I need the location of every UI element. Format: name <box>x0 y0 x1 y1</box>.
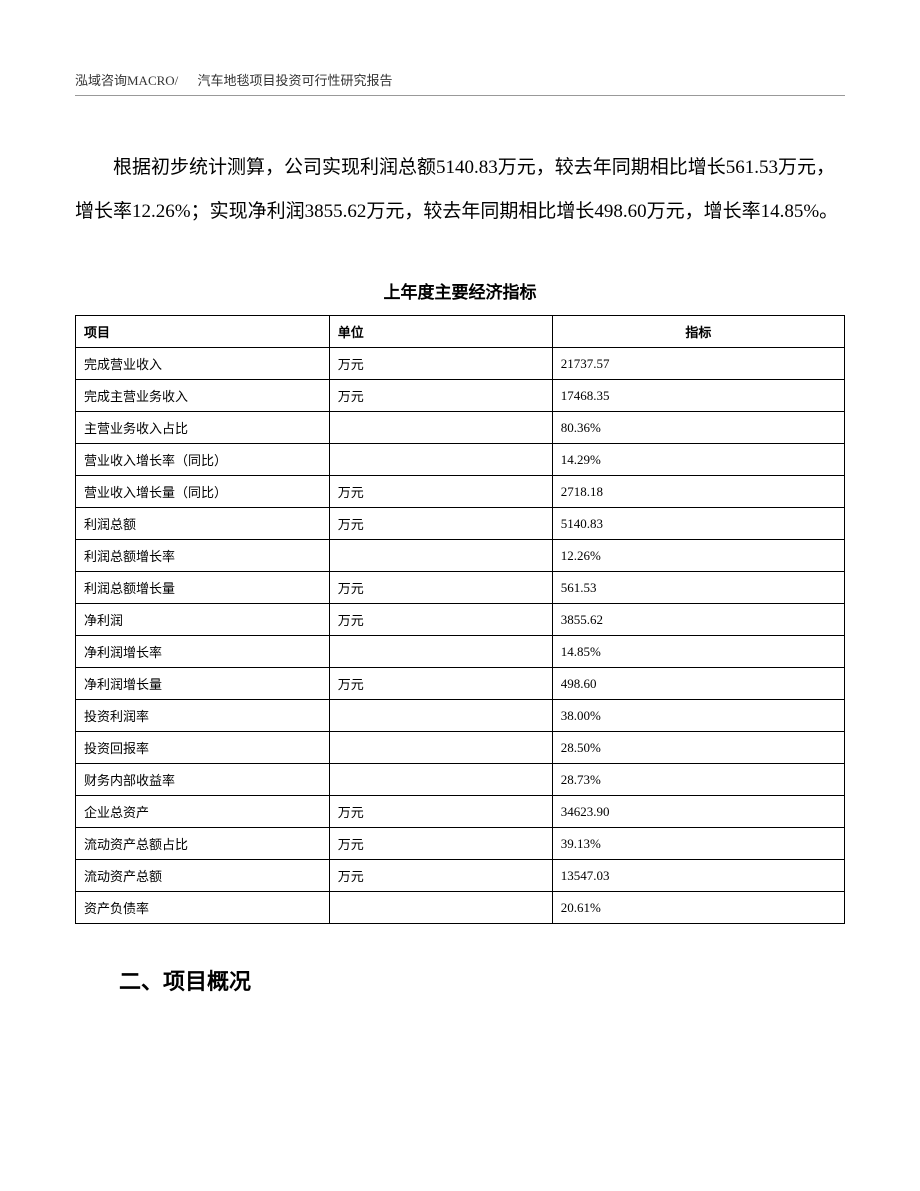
table-cell: 利润总额增长量 <box>76 572 330 604</box>
table-cell <box>329 636 552 668</box>
table-header-cell: 项目 <box>76 316 330 348</box>
table-cell: 主营业务收入占比 <box>76 412 330 444</box>
table-cell: 利润总额 <box>76 508 330 540</box>
header-title: 汽车地毯项目投资可行性研究报告 <box>198 73 393 88</box>
table-cell: 34623.90 <box>552 796 844 828</box>
table-row: 投资回报率 28.50% <box>76 732 845 764</box>
table-cell <box>329 764 552 796</box>
table-header-cell: 指标 <box>552 316 844 348</box>
table-cell: 万元 <box>329 380 552 412</box>
table-cell: 2718.18 <box>552 476 844 508</box>
table-cell: 完成主营业务收入 <box>76 380 330 412</box>
table-cell: 12.26% <box>552 540 844 572</box>
table-cell: 企业总资产 <box>76 796 330 828</box>
table-row: 完成主营业务收入万元17468.35 <box>76 380 845 412</box>
table-cell: 净利润 <box>76 604 330 636</box>
table-cell: 净利润增长率 <box>76 636 330 668</box>
table-row: 营业收入增长率（同比） 14.29% <box>76 444 845 476</box>
table-row: 完成营业收入万元21737.57 <box>76 348 845 380</box>
table-cell: 39.13% <box>552 828 844 860</box>
table-cell: 5140.83 <box>552 508 844 540</box>
economic-indicators-table: 项目 单位 指标 完成营业收入万元21737.57完成主营业务收入万元17468… <box>75 315 845 924</box>
table-cell: 万元 <box>329 604 552 636</box>
table-cell: 万元 <box>329 668 552 700</box>
table-cell: 28.73% <box>552 764 844 796</box>
table-cell: 财务内部收益率 <box>76 764 330 796</box>
table-cell: 万元 <box>329 476 552 508</box>
table-row: 净利润万元3855.62 <box>76 604 845 636</box>
table-cell: 17468.35 <box>552 380 844 412</box>
table-cell: 营业收入增长率（同比） <box>76 444 330 476</box>
table-row: 资产负债率 20.61% <box>76 892 845 924</box>
table-row: 净利润增长量万元498.60 <box>76 668 845 700</box>
table-cell: 完成营业收入 <box>76 348 330 380</box>
table-row: 企业总资产万元34623.90 <box>76 796 845 828</box>
table-cell: 3855.62 <box>552 604 844 636</box>
header-company: 泓域咨询MACRO/ <box>75 73 178 88</box>
table-cell: 投资回报率 <box>76 732 330 764</box>
table-cell <box>329 892 552 924</box>
table-cell: 万元 <box>329 572 552 604</box>
table-cell: 21737.57 <box>552 348 844 380</box>
table-cell <box>329 540 552 572</box>
table-cell: 38.00% <box>552 700 844 732</box>
table-header-cell: 单位 <box>329 316 552 348</box>
table-cell <box>329 732 552 764</box>
table-cell: 万元 <box>329 860 552 892</box>
table-row: 营业收入增长量（同比）万元2718.18 <box>76 476 845 508</box>
table-cell: 营业收入增长量（同比） <box>76 476 330 508</box>
table-cell: 80.36% <box>552 412 844 444</box>
table-title: 上年度主要经济指标 <box>75 278 845 303</box>
table-cell: 万元 <box>329 796 552 828</box>
table-cell: 13547.03 <box>552 860 844 892</box>
table-cell: 14.85% <box>552 636 844 668</box>
table-row: 利润总额增长量万元561.53 <box>76 572 845 604</box>
table-cell: 14.29% <box>552 444 844 476</box>
table-row: 净利润增长率 14.85% <box>76 636 845 668</box>
table-cell: 498.60 <box>552 668 844 700</box>
page-header: 泓域咨询MACRO/ 汽车地毯项目投资可行性研究报告 <box>75 70 845 96</box>
table-cell: 20.61% <box>552 892 844 924</box>
table-cell <box>329 412 552 444</box>
table-row: 主营业务收入占比 80.36% <box>76 412 845 444</box>
table-cell: 万元 <box>329 348 552 380</box>
table-cell: 净利润增长量 <box>76 668 330 700</box>
table-cell: 利润总额增长率 <box>76 540 330 572</box>
table-cell <box>329 444 552 476</box>
table-body: 完成营业收入万元21737.57完成主营业务收入万元17468.35主营业务收入… <box>76 348 845 924</box>
table-cell: 流动资产总额 <box>76 860 330 892</box>
table-cell: 资产负债率 <box>76 892 330 924</box>
table-cell <box>329 700 552 732</box>
table-cell: 流动资产总额占比 <box>76 828 330 860</box>
table-cell: 万元 <box>329 508 552 540</box>
table-row: 流动资产总额万元13547.03 <box>76 860 845 892</box>
table-row: 利润总额万元5140.83 <box>76 508 845 540</box>
table-row: 流动资产总额占比万元39.13% <box>76 828 845 860</box>
table-cell: 28.50% <box>552 732 844 764</box>
table-cell: 561.53 <box>552 572 844 604</box>
table-header-row: 项目 单位 指标 <box>76 316 845 348</box>
table-row: 投资利润率 38.00% <box>76 700 845 732</box>
table-cell: 万元 <box>329 828 552 860</box>
table-cell: 投资利润率 <box>76 700 330 732</box>
table-row: 利润总额增长率 12.26% <box>76 540 845 572</box>
table-row: 财务内部收益率 28.73% <box>76 764 845 796</box>
body-paragraph: 根据初步统计测算，公司实现利润总额5140.83万元，较去年同期相比增长561.… <box>75 146 845 233</box>
section-heading: 二、项目概况 <box>75 964 845 996</box>
